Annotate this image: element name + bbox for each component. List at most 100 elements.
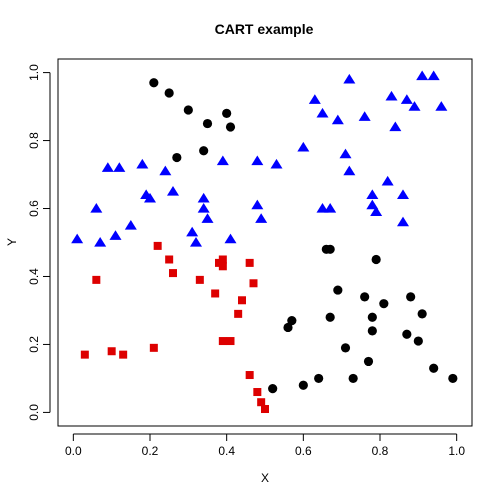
circle-point xyxy=(183,105,193,115)
triangle-point xyxy=(167,186,179,196)
circle-point xyxy=(202,118,213,129)
y-tick-label: 0.8 xyxy=(27,132,41,149)
x-tick-label: 0.8 xyxy=(372,444,389,458)
circle-point xyxy=(363,356,374,367)
triangle-point xyxy=(109,230,122,240)
circle-point xyxy=(325,312,335,322)
square-point xyxy=(153,241,162,250)
square-point xyxy=(226,337,235,346)
x-axis-ticks: 0.0 0.2 0.4 0.6 0.8 1.0 xyxy=(65,434,465,458)
circle-point xyxy=(371,254,381,265)
triangle-point xyxy=(270,158,283,169)
y-tick-label: 0.0 xyxy=(27,404,41,421)
y-axis-ticks: 0.0 0.2 0.4 0.6 0.8 1.0 xyxy=(27,64,50,421)
data-points xyxy=(71,70,458,414)
triangle-point xyxy=(370,206,383,217)
square-point xyxy=(218,262,227,271)
triangle-point xyxy=(255,213,268,223)
y-tick-label: 0.2 xyxy=(27,336,41,353)
triangle-point xyxy=(297,141,310,152)
x-tick-label: 1.0 xyxy=(448,444,465,458)
circle-point xyxy=(149,78,159,88)
triangle-point xyxy=(251,199,264,210)
square-point xyxy=(149,343,158,352)
circle-point xyxy=(199,146,209,156)
triangle-point xyxy=(197,203,210,213)
triangle-point xyxy=(124,220,137,230)
circle-point xyxy=(298,380,308,390)
triangle-point xyxy=(343,165,356,176)
triangle-point xyxy=(94,237,107,247)
circle-point xyxy=(164,88,174,98)
circle-point xyxy=(348,373,358,384)
triangle-point xyxy=(331,114,344,125)
square-point xyxy=(238,296,246,305)
triangle-point xyxy=(216,155,229,166)
triangle-point xyxy=(71,233,84,244)
triangle-point xyxy=(389,121,402,132)
x-tick-label: 0.0 xyxy=(65,444,82,458)
chart-title: CART example xyxy=(215,21,314,37)
triangle-point xyxy=(186,226,199,237)
triangle-point xyxy=(366,189,379,200)
circle-point xyxy=(333,285,343,295)
square-point xyxy=(245,258,254,267)
triangle-point xyxy=(385,90,398,101)
triangle-point xyxy=(197,192,210,203)
circle-point xyxy=(268,384,278,394)
triangle-point xyxy=(408,101,421,111)
square-point xyxy=(234,309,243,318)
circle-point xyxy=(283,322,293,333)
circle-point xyxy=(417,309,427,319)
circle-point xyxy=(340,343,351,353)
y-tick-label: 0.4 xyxy=(27,268,41,285)
y-tick-label: 0.6 xyxy=(27,200,41,217)
triangle-point xyxy=(416,70,429,81)
square-point xyxy=(165,255,174,264)
x-tick-label: 0.4 xyxy=(218,444,235,458)
square-point xyxy=(92,275,101,284)
y-tick-label: 1.0 xyxy=(27,64,41,81)
triangle-point xyxy=(159,165,172,176)
triangle-point xyxy=(101,162,114,172)
triangle-point xyxy=(381,175,394,186)
triangle-point xyxy=(400,94,413,104)
y-axis-label: Y xyxy=(5,238,19,246)
square-point xyxy=(80,350,89,359)
square-point xyxy=(211,289,220,298)
circle-point xyxy=(413,336,423,346)
square-point xyxy=(257,398,266,407)
triangle-point xyxy=(397,189,409,200)
square-point xyxy=(261,405,269,414)
triangle-point xyxy=(339,148,352,159)
triangle-point xyxy=(343,73,356,84)
square-point xyxy=(107,347,116,356)
circle-point xyxy=(325,244,335,254)
circle-point xyxy=(367,312,377,322)
square-point xyxy=(253,388,262,397)
triangle-point xyxy=(144,192,156,203)
triangle-point xyxy=(190,237,202,247)
triangle-point xyxy=(201,213,214,223)
square-point xyxy=(195,275,204,284)
x-axis-label: X xyxy=(261,471,269,485)
triangle-point xyxy=(113,162,126,172)
circle-point xyxy=(379,299,389,309)
circle-point xyxy=(287,316,297,326)
circle-point xyxy=(360,292,370,302)
circle-point xyxy=(314,373,324,384)
triangle-point xyxy=(366,199,379,210)
triangle-point xyxy=(324,203,337,213)
circle-point xyxy=(402,329,412,339)
plot-area-frame xyxy=(57,58,473,427)
triangle-point xyxy=(251,155,264,166)
circle-point xyxy=(448,373,458,384)
triangle-point xyxy=(397,216,409,227)
triangle-point xyxy=(358,111,371,121)
square-point xyxy=(169,269,177,278)
square-point xyxy=(249,279,258,288)
square-point xyxy=(218,337,227,346)
circle-point xyxy=(172,152,182,163)
triangle-point xyxy=(316,203,329,213)
